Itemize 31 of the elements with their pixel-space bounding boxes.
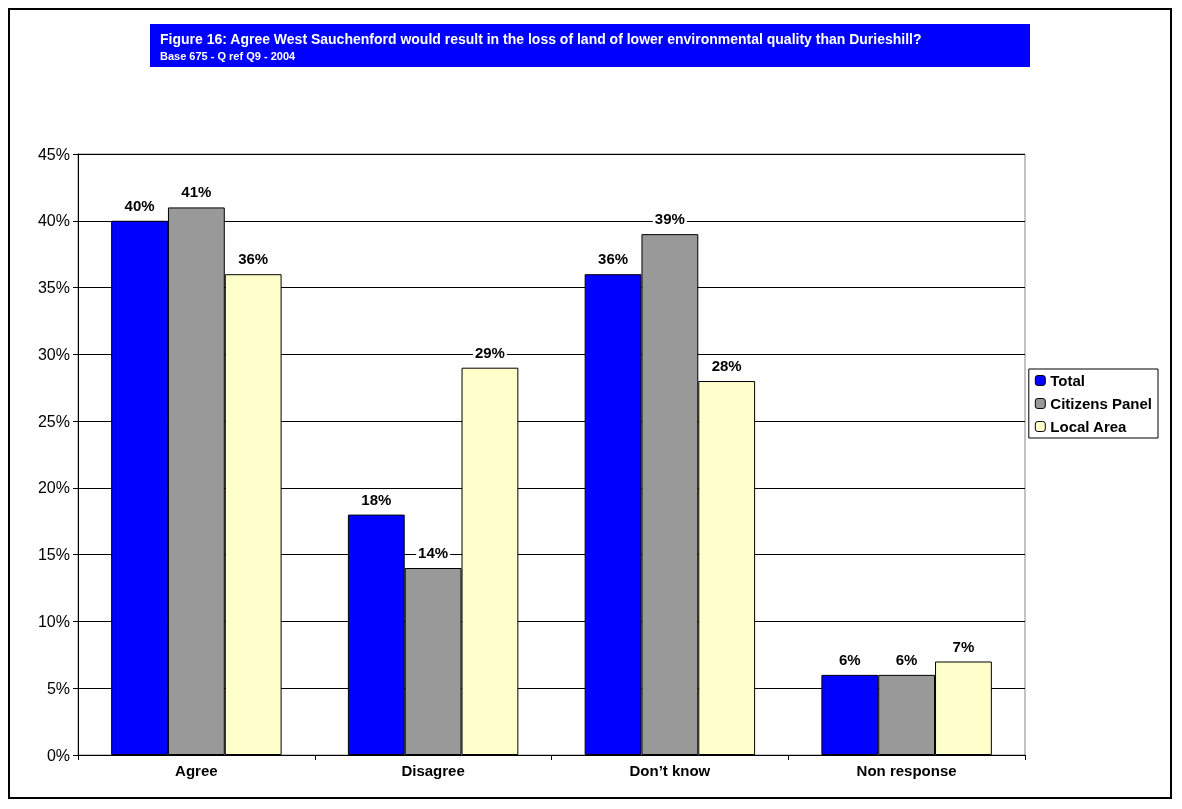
data-label: 6%: [895, 650, 918, 668]
data-label: 29%: [474, 343, 505, 361]
data-label: 40%: [124, 196, 155, 214]
data-label: 41%: [181, 183, 212, 201]
data-label: 28%: [711, 357, 742, 375]
y-tick-label: 25%: [37, 412, 70, 430]
data-label: 18%: [361, 490, 392, 508]
chart-subtitle: Base 675 - Q ref Q9 - 2004: [160, 49, 297, 62]
y-tick-label: 35%: [37, 279, 70, 297]
data-label: 36%: [598, 250, 629, 268]
legend-label: Citizens Panel: [1050, 395, 1153, 412]
legend-label: Local Area: [1050, 418, 1128, 435]
x-tick-label: Disagree: [401, 762, 465, 779]
data-label: 14%: [418, 544, 449, 562]
y-tick-label: 5%: [46, 679, 70, 697]
x-tick-label: Don’t know: [629, 762, 711, 779]
data-label: 7%: [952, 637, 975, 655]
y-tick-label: 30%: [37, 345, 70, 363]
data-label: 36%: [238, 250, 269, 268]
x-tick-label: Non response: [856, 762, 957, 779]
y-tick-label: 20%: [37, 479, 70, 497]
x-tick-label: Agree: [175, 762, 218, 779]
legend-label: Total: [1050, 372, 1086, 389]
data-label: 6%: [838, 650, 861, 668]
data-label: 39%: [654, 210, 685, 228]
y-tick-label: 45%: [37, 145, 70, 163]
y-tick-label: 0%: [46, 746, 70, 764]
y-tick-label: 40%: [37, 212, 70, 230]
y-tick-label: 15%: [37, 546, 70, 564]
y-tick-label: 10%: [37, 612, 70, 630]
chart-title: Figure 16: Agree West Sauchenford would result in the loss of land of lower environmental quality than Durieshill?: [160, 31, 922, 47]
